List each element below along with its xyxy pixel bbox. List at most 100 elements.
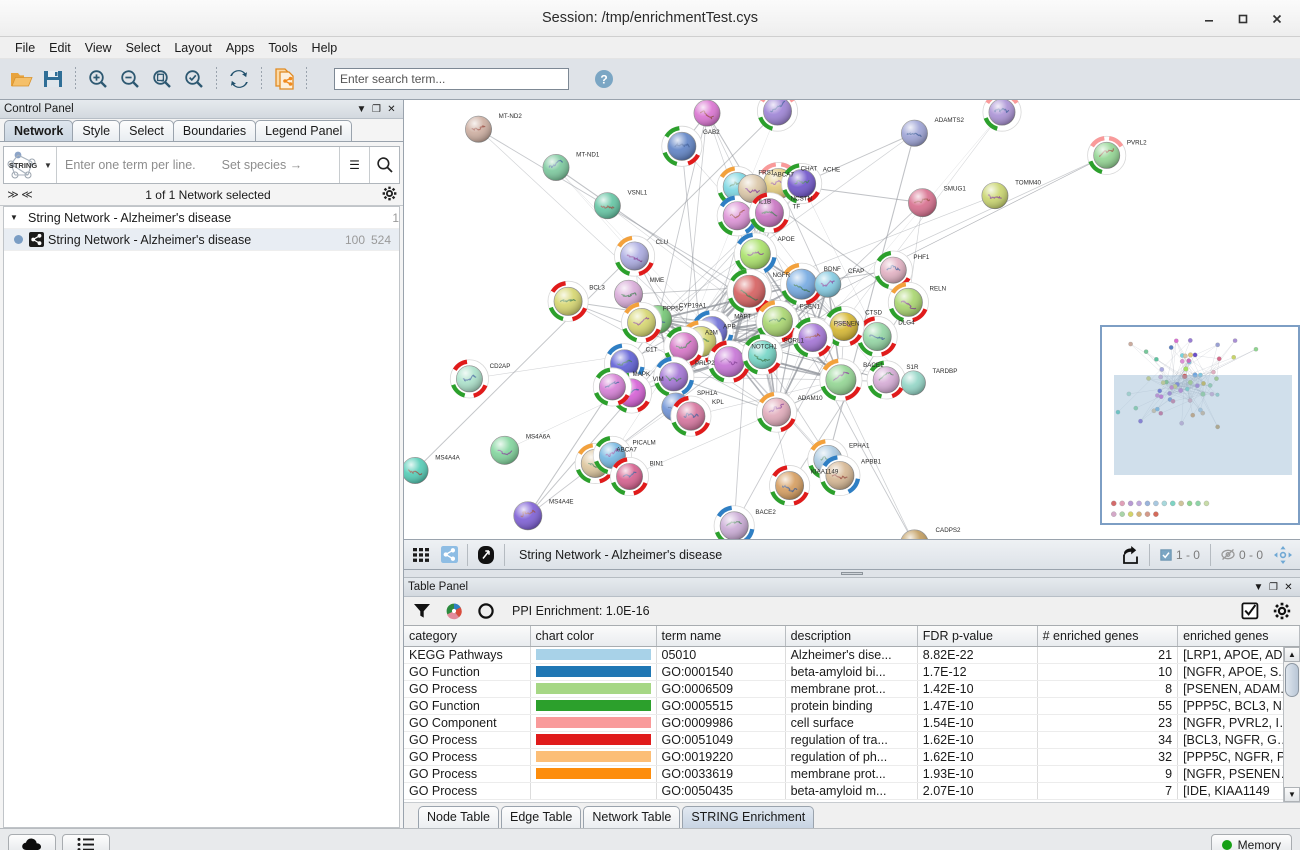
network-settings-gear-icon[interactable] — [382, 186, 397, 204]
column-header-enriched-count[interactable]: # enriched genes — [1037, 626, 1179, 647]
graph-node[interactable] — [755, 299, 800, 344]
graph-node[interactable] — [792, 317, 834, 359]
table-row[interactable]: GO Process GO:0033619 membrane prot... 1.93… — [404, 765, 1300, 783]
menu-item-layout[interactable]: Layout — [174, 40, 212, 55]
network-tree-item[interactable]: String Network - Alzheimer's disease 100… — [4, 229, 399, 251]
graph-node[interactable] — [693, 100, 721, 127]
graph-node[interactable] — [490, 435, 520, 465]
nodes-selected-status[interactable]: 1 - 0 — [1154, 548, 1206, 562]
control-panel-maximize-icon[interactable]: ❐ — [372, 103, 381, 115]
graph-node[interactable] — [748, 192, 790, 234]
graph-node[interactable] — [593, 192, 621, 220]
column-header-category[interactable]: category — [404, 626, 531, 647]
edges-selected-status[interactable]: 0 - 0 — [1215, 548, 1269, 562]
pie-chart-icon[interactable] — [444, 600, 464, 622]
table-row[interactable]: GO Function GO:0005515 protein binding 1.47… — [404, 697, 1300, 715]
graph-node[interactable] — [887, 281, 929, 323]
graph-node[interactable] — [614, 279, 643, 309]
graph-node[interactable] — [513, 501, 543, 531]
memory-status-button[interactable]: Memory — [1210, 833, 1292, 850]
table-row[interactable]: GO Process GO:0019220 regulation of ph... 1… — [404, 748, 1300, 766]
network-share-icon[interactable] — [435, 542, 463, 568]
filter-icon[interactable] — [412, 600, 432, 622]
graph-node[interactable] — [823, 305, 865, 348]
graph-node[interactable] — [733, 232, 777, 276]
task-list-button[interactable] — [62, 833, 110, 850]
graph-node[interactable] — [814, 270, 842, 298]
column-header-description[interactable]: description — [785, 626, 918, 647]
graph-node[interactable] — [781, 163, 823, 205]
grid-view-icon[interactable] — [407, 542, 435, 568]
save-session-icon[interactable] — [38, 64, 68, 94]
menu-item-view[interactable]: View — [84, 40, 112, 55]
graph-node[interactable] — [592, 367, 632, 407]
graph-node[interactable] — [614, 235, 656, 277]
zoom-out-icon[interactable] — [115, 64, 145, 94]
table-row[interactable]: KEGG Pathways 05010 Alzheimer's dise... 8.8… — [404, 646, 1300, 664]
help-icon[interactable]: ? — [589, 64, 619, 94]
refresh-icon[interactable] — [224, 64, 254, 94]
table-row[interactable]: GO Process GO:0006509 membrane prot... 1.42… — [404, 680, 1300, 698]
minimize-button[interactable] — [1192, 4, 1226, 34]
search-input[interactable]: Enter search term... — [334, 68, 569, 90]
tab-style[interactable]: Style — [72, 120, 121, 141]
tab-boundaries[interactable]: Boundaries — [172, 120, 257, 141]
tab-string-enrichment[interactable]: STRING Enrichment — [682, 806, 815, 828]
menu-item-edit[interactable]: Edit — [49, 40, 71, 55]
tab-node-table[interactable]: Node Table — [418, 806, 500, 828]
zoom-selected-icon[interactable] — [179, 64, 209, 94]
graph-node[interactable] — [716, 195, 758, 237]
close-button[interactable] — [1260, 4, 1294, 34]
graph-node[interactable] — [982, 100, 1022, 132]
graph-node[interactable] — [866, 360, 906, 400]
column-header-chart-color[interactable]: chart color — [530, 626, 657, 647]
table-panel-close-icon[interactable]: ✕ — [1284, 581, 1293, 593]
donut-icon[interactable] — [476, 600, 496, 622]
table-panel-float-icon[interactable]: ▼ — [1253, 581, 1264, 593]
string-logo-icon[interactable]: STRING — [4, 147, 44, 183]
graph-node[interactable] — [661, 125, 703, 167]
birds-eye-view[interactable] — [1100, 325, 1300, 525]
graph-node[interactable] — [707, 340, 751, 384]
graph-node[interactable] — [465, 115, 492, 143]
table-row[interactable]: GO Function GO:0001540 beta-amyloid bi... 1… — [404, 663, 1300, 681]
zoom-fit-icon[interactable] — [147, 64, 177, 94]
column-header-fdr-pvalue[interactable]: FDR p-value — [917, 626, 1038, 647]
graph-node[interactable] — [819, 358, 863, 402]
maximize-button[interactable] — [1226, 4, 1260, 34]
tab-select[interactable]: Select — [119, 120, 174, 141]
tab-network-table[interactable]: Network Table — [583, 806, 681, 828]
string-term-input[interactable]: Enter one term per line. Set species → — [56, 147, 339, 183]
graph-node[interactable] — [900, 119, 928, 147]
graph-node[interactable] — [756, 100, 799, 132]
fit-content-icon[interactable] — [1269, 542, 1297, 568]
network-export-icon[interactable] — [269, 64, 299, 94]
graph-node[interactable] — [542, 154, 570, 181]
tab-network[interactable]: Network — [4, 120, 74, 141]
graph-node[interactable] — [621, 301, 663, 344]
graph-node[interactable] — [908, 188, 937, 218]
collapse-all-icon[interactable]: ≫ — [7, 189, 19, 201]
select-all-checkbox-icon[interactable] — [1240, 600, 1260, 622]
network-view[interactable]: MT-ND2 MT-ND1 VSNL1 GAB2 FRS1 IL1B CHAT ABCA7 AC… — [404, 100, 1300, 540]
open-session-icon[interactable] — [6, 64, 36, 94]
control-panel-close-icon[interactable]: ✕ — [387, 103, 396, 115]
expand-all-icon[interactable]: ≪ — [21, 189, 33, 201]
enrichment-table[interactable]: category chart color term name descripti… — [404, 625, 1300, 802]
table-vertical-scrollbar[interactable]: ▲ ▼ — [1283, 647, 1300, 802]
network-tree-group-row[interactable]: ▼ String Network - Alzheimer's disease 1 — [4, 207, 399, 229]
table-row[interactable]: GO Process GO:0050435 beta-amyloid m... 2.0… — [404, 782, 1300, 800]
birds-eye-viewport-rect[interactable] — [1114, 375, 1292, 475]
graph-node[interactable] — [404, 457, 429, 484]
control-panel-float-icon[interactable]: ▼ — [356, 103, 367, 115]
graph-node[interactable] — [449, 359, 489, 399]
menu-item-select[interactable]: Select — [125, 40, 161, 55]
table-row[interactable]: GO Component GO:0009986 cell surface 1.54E-… — [404, 714, 1300, 732]
graph-node[interactable] — [819, 454, 861, 497]
graph-node[interactable] — [670, 395, 712, 437]
column-header-enriched-genes[interactable]: enriched genes — [1177, 626, 1300, 647]
tab-edge-table[interactable]: Edge Table — [501, 806, 582, 828]
graph-node[interactable] — [713, 505, 755, 540]
scroll-down-arrow[interactable]: ▼ — [1284, 787, 1300, 802]
graph-node[interactable] — [609, 456, 650, 497]
